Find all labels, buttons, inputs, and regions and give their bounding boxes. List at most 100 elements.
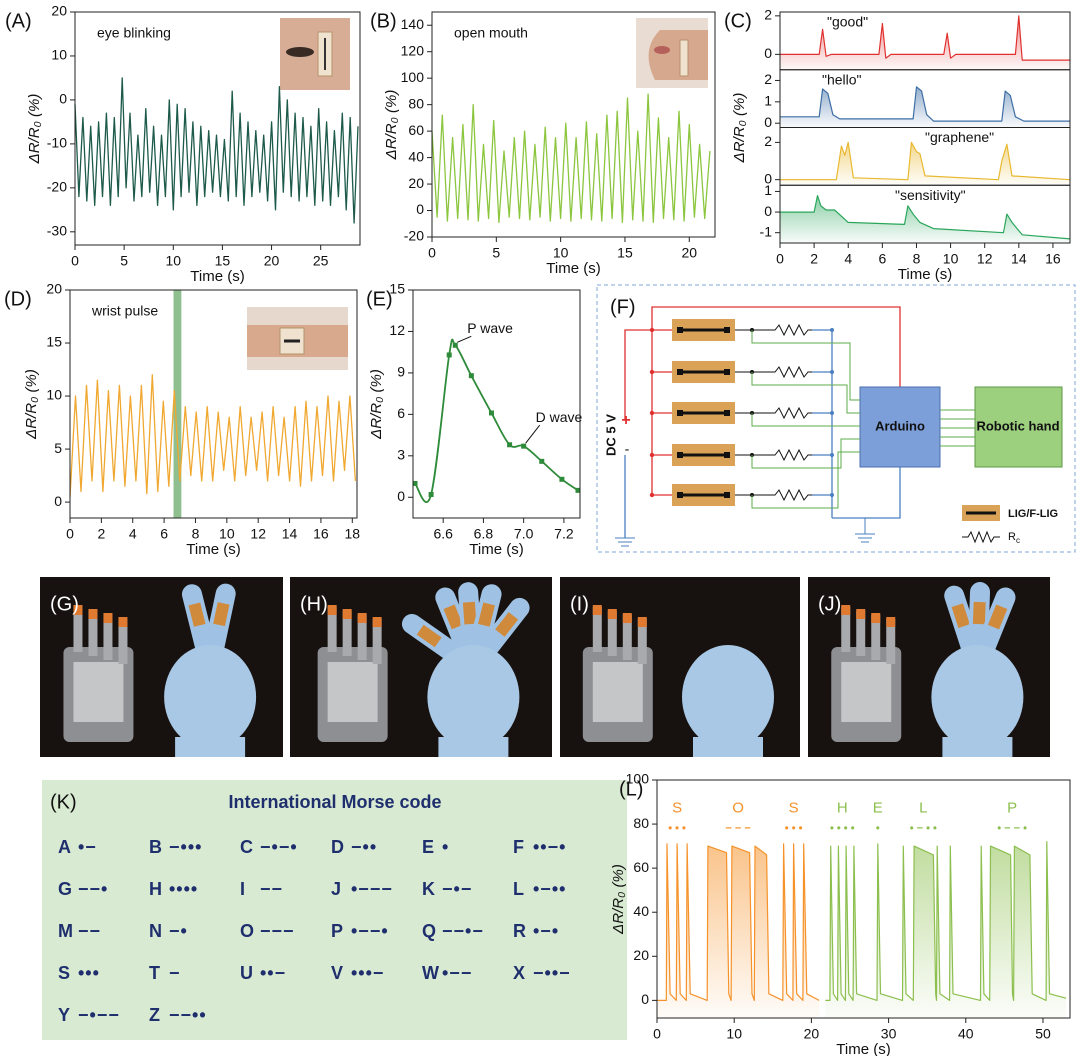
x-tick-label: 12 xyxy=(250,526,266,542)
annotation-letter: L xyxy=(919,800,927,817)
annotation-code: • • • xyxy=(668,822,686,834)
wire xyxy=(751,438,860,469)
sensor-pad xyxy=(677,327,683,333)
panel-label: (C) xyxy=(724,10,752,32)
robot-tip xyxy=(886,617,896,627)
y-tick-label: 80 xyxy=(633,815,649,831)
panel-label: (E) xyxy=(366,288,393,310)
x-tick-label: 2 xyxy=(97,526,105,542)
robot-tip xyxy=(871,613,881,623)
y-tick-label: 6 xyxy=(397,405,405,421)
sensor-pad xyxy=(724,410,730,416)
data-point xyxy=(412,480,418,486)
resistor xyxy=(770,323,812,337)
morse-code: −••• xyxy=(169,837,202,857)
x-tick-label: 8 xyxy=(192,526,200,542)
x-tick-label: 0 xyxy=(776,251,784,267)
panel-label: (G) xyxy=(50,593,79,615)
y-tick-label: -20 xyxy=(47,179,67,195)
robot-tip xyxy=(637,617,647,627)
x-tick-label: 6.8 xyxy=(474,526,494,542)
wire xyxy=(751,372,860,414)
junction xyxy=(830,453,834,457)
annotation-letter: H xyxy=(837,800,848,817)
sensor-pad xyxy=(724,452,730,458)
y-axis-label: ΔR/R₀ (%) xyxy=(383,90,400,161)
morse-letter: D xyxy=(331,837,344,857)
y-tick-label: 20 xyxy=(633,947,649,963)
glove-cuff xyxy=(693,737,763,757)
y-tick-label: 0 xyxy=(397,488,405,504)
x-tick-label: 20 xyxy=(264,253,280,269)
y-tick-label: -10 xyxy=(47,135,67,151)
resistor xyxy=(770,365,812,379)
series-label: "graphene" xyxy=(925,129,994,145)
data-line xyxy=(431,93,711,224)
y-tick-label: 40 xyxy=(408,148,424,164)
morse-code: −− xyxy=(78,921,101,941)
x-tick-label: 2 xyxy=(810,251,818,267)
junction xyxy=(830,411,834,415)
inset-photo-wrist xyxy=(247,307,348,370)
morse-code: •••− xyxy=(351,963,384,983)
morse-code: ••−• xyxy=(533,837,566,857)
robot-hand xyxy=(73,662,124,722)
y-tick-label: 2 xyxy=(764,7,772,23)
x-axis-label: Time (s) xyxy=(898,266,952,283)
y-tick-label: 0 xyxy=(764,170,772,186)
x-axis-label: Time (s) xyxy=(469,541,523,558)
y-tick-label: 20 xyxy=(51,3,67,19)
circuit-diagram: (F) + - DC 5 V Arduino Robotic hand LIG/… xyxy=(596,284,1076,553)
morse-code: −−• xyxy=(78,879,108,899)
morse-letter: U xyxy=(240,963,253,983)
data-line xyxy=(780,195,1071,240)
x-tick-label: 16 xyxy=(1045,251,1061,267)
source-label: DC 5 V xyxy=(603,414,618,456)
annotation-arrow xyxy=(457,335,472,343)
robot-finger xyxy=(103,615,113,660)
controller-label: Arduino xyxy=(875,418,925,433)
robot-finger xyxy=(841,607,851,652)
x-tick-label: 18 xyxy=(345,526,361,542)
data-line xyxy=(74,77,359,224)
x-tick-label: 6 xyxy=(878,251,886,267)
morse-code: −••− xyxy=(533,963,571,983)
morse-letter: Y xyxy=(58,1005,70,1025)
morse-letter: H xyxy=(149,879,162,899)
y-tick-label: 5 xyxy=(54,440,62,456)
axes-frame xyxy=(69,289,358,519)
axes-frame xyxy=(431,11,716,238)
morse-code: •−−• xyxy=(351,921,389,941)
x-tick-label: 16 xyxy=(313,526,329,542)
series-label: "hello" xyxy=(822,71,862,87)
y-tick-label: 1 xyxy=(764,93,772,109)
panel-label: (K) xyxy=(50,791,77,813)
x-tick-label: 4 xyxy=(844,251,852,267)
robot-tip xyxy=(103,613,113,623)
y-tick-label: -1 xyxy=(760,223,773,239)
legend-resistor-subscript: c xyxy=(1016,536,1020,545)
junction xyxy=(649,410,655,416)
annotation: P wave xyxy=(467,320,513,336)
inset-photo-eye xyxy=(280,18,350,90)
y-tick-label: 1 xyxy=(764,182,772,198)
y-tick-label: 140 xyxy=(401,16,425,32)
axes-frame xyxy=(779,184,1071,244)
morse-letter: F xyxy=(513,837,524,857)
series-label: "good" xyxy=(827,14,868,30)
morse-code: −•−− xyxy=(78,1005,120,1025)
morse-letter: E xyxy=(422,837,434,857)
resistor xyxy=(770,448,812,462)
y-tick-label: 40 xyxy=(633,903,649,919)
morse-code: •− xyxy=(78,837,97,857)
inset-photo-mouth xyxy=(636,18,708,88)
y-axis-label: ΔR/R₀ (%) xyxy=(368,369,385,440)
data-area xyxy=(825,841,1067,1018)
robot-tip xyxy=(592,605,602,615)
morse-letter: G xyxy=(58,879,72,899)
series-label: "sensitivity" xyxy=(895,187,966,203)
morse-letter: Q xyxy=(422,921,436,941)
annotation-letter: P xyxy=(1007,800,1017,817)
y-tick-label: 2 xyxy=(764,71,772,87)
